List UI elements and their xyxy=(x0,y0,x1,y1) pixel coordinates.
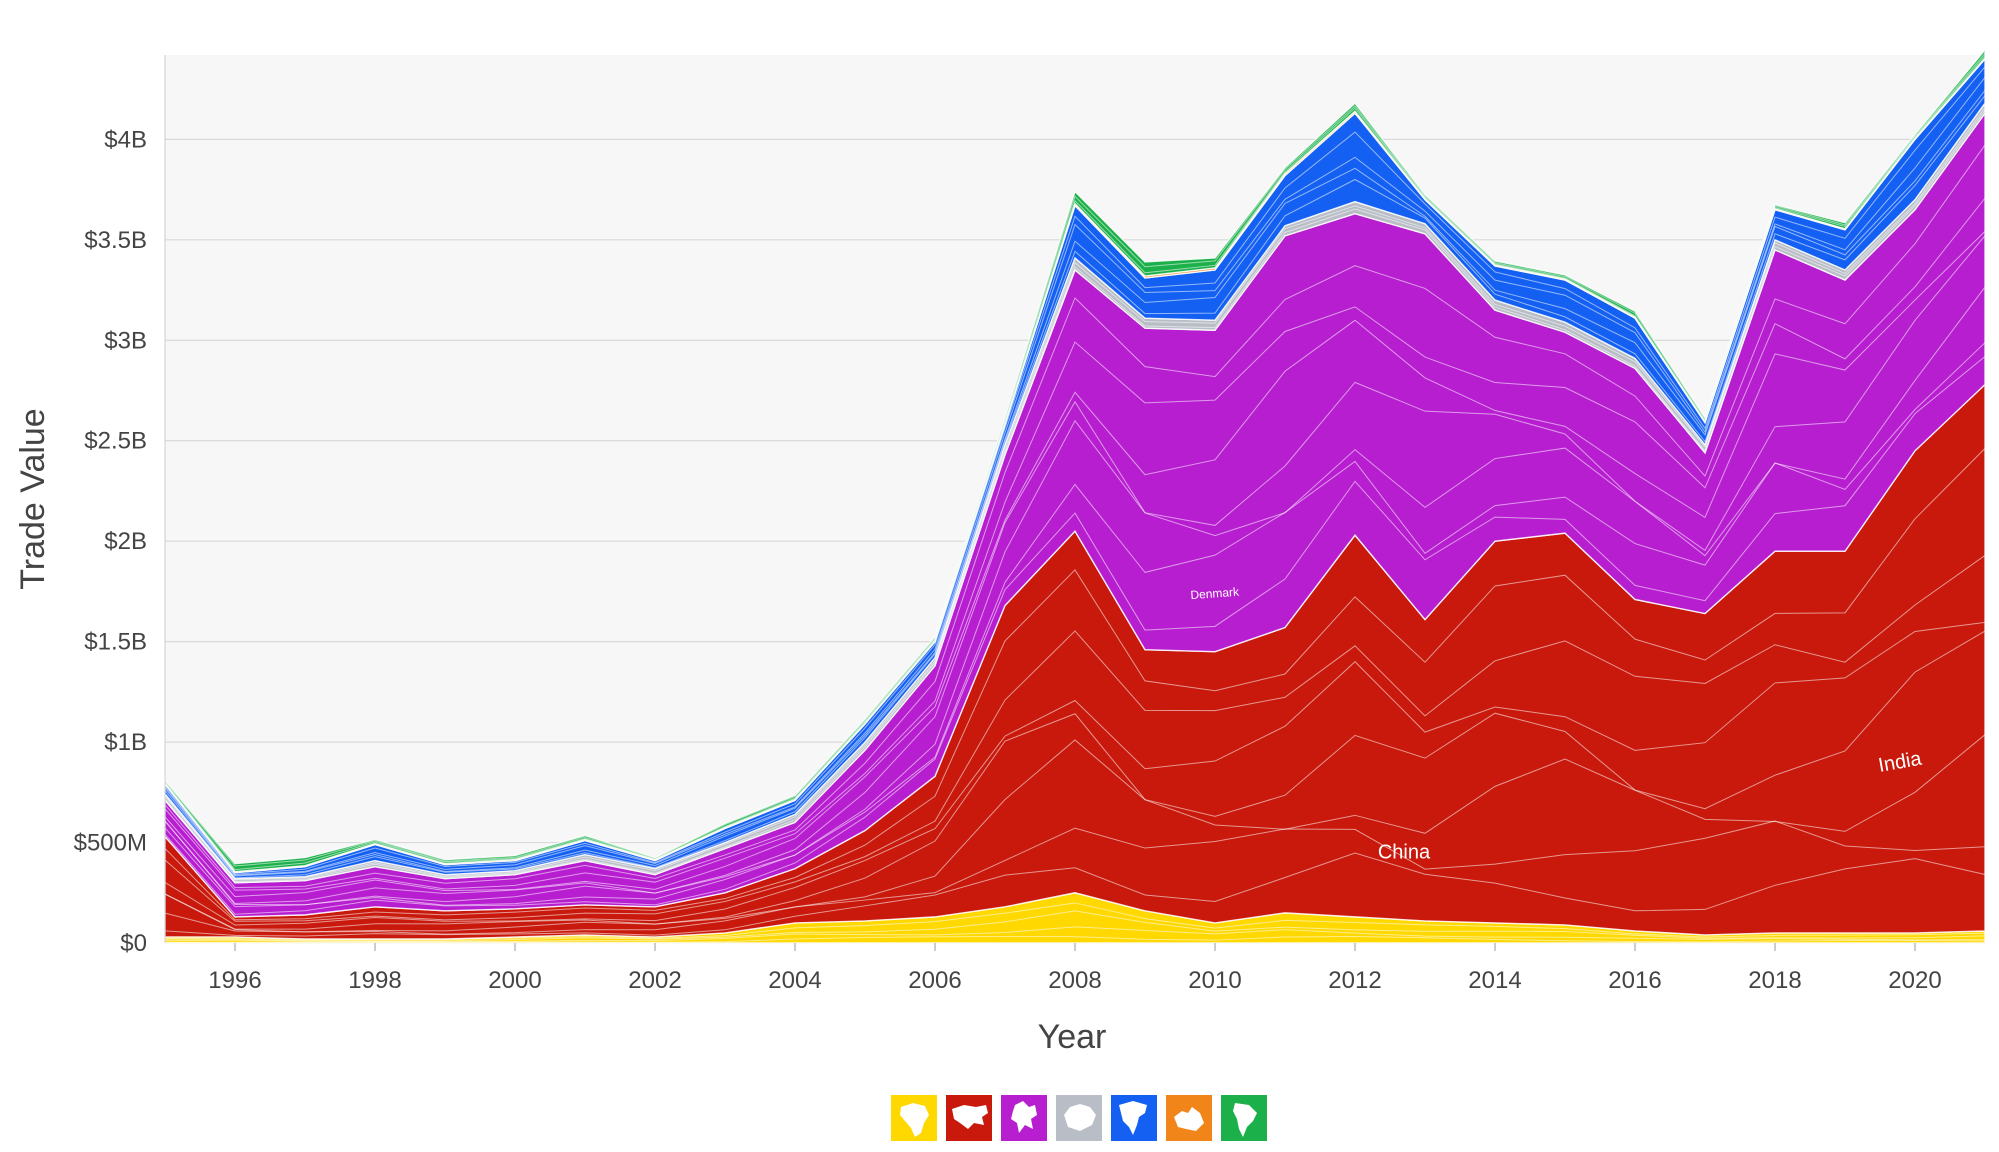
legend-glyph xyxy=(1233,1103,1257,1137)
sub-area-line xyxy=(164,107,1986,881)
sub-area-line xyxy=(164,109,1986,883)
sub-area-line xyxy=(164,902,1986,941)
x-tick-label: 2018 xyxy=(1748,967,1801,994)
sub-area-line xyxy=(164,95,1986,879)
y-axis-title: Trade Value xyxy=(14,408,52,589)
sub-area-line xyxy=(164,926,1986,943)
sub-area-line xyxy=(164,621,1986,926)
x-tick-label: 1998 xyxy=(348,967,401,994)
legend-glyph xyxy=(1064,1104,1096,1131)
y-tick-label: $1.5B xyxy=(84,629,147,656)
x-tick-label: 2020 xyxy=(1888,967,1941,994)
legend-glyph xyxy=(900,1103,929,1137)
sub-area-line xyxy=(164,734,1986,933)
legend-glyph xyxy=(1174,1107,1204,1131)
x-tick-label: 2012 xyxy=(1328,967,1381,994)
area-label: Denmark xyxy=(1190,585,1241,602)
x-tick-label: 2000 xyxy=(488,967,541,994)
y-tick-label: $1B xyxy=(104,729,147,756)
sub-area-line xyxy=(164,231,1986,898)
asia-icon[interactable] xyxy=(946,1095,992,1141)
south-america-icon[interactable] xyxy=(1221,1095,1267,1141)
legend-glyph xyxy=(1119,1101,1147,1135)
y-tick-label: $4B xyxy=(104,126,147,153)
y-tick-label: $500M xyxy=(74,830,147,857)
africa-icon[interactable] xyxy=(891,1095,937,1141)
area-series-south-america[interactable] xyxy=(164,48,1986,873)
oceania-icon[interactable] xyxy=(1166,1095,1212,1141)
sub-area-line xyxy=(164,53,1986,867)
x-tick-label: 2006 xyxy=(908,967,961,994)
y-axis-ticks: $0 $500M $1B $1.5B $2B $2.5B $3B $3.5B $4B xyxy=(74,126,147,957)
y-tick-label: $3.5B xyxy=(84,227,147,254)
sub-area-line xyxy=(164,342,1986,908)
legend xyxy=(891,1095,1267,1141)
y-tick-label: $0 xyxy=(120,930,147,957)
sub-area-line xyxy=(164,90,1986,877)
sub-area-line xyxy=(164,197,1986,891)
sub-area-line xyxy=(164,820,1986,935)
sub-area-line xyxy=(164,144,1986,889)
sub-area-line xyxy=(164,630,1986,930)
europe-icon[interactable] xyxy=(1001,1095,1047,1141)
north-america-icon[interactable] xyxy=(1111,1095,1157,1141)
x-tick-label: 2002 xyxy=(628,967,681,994)
x-tick-label: 1996 xyxy=(208,967,261,994)
sub-area-lines xyxy=(164,53,1986,943)
sub-area-line xyxy=(164,852,1986,937)
x-tick-label: 2014 xyxy=(1468,967,1521,994)
y-tick-label: $3B xyxy=(104,327,147,354)
sub-area-line xyxy=(164,55,1986,871)
area-label: China xyxy=(1378,842,1431,864)
x-tick-label: 2016 xyxy=(1608,967,1661,994)
legend-glyph xyxy=(952,1105,988,1129)
y-tick-label: $2B xyxy=(104,528,147,555)
x-tick-label: 2010 xyxy=(1188,967,1241,994)
sub-area-line xyxy=(164,286,1986,906)
sub-area-line xyxy=(164,235,1986,904)
sub-area-line xyxy=(164,910,1986,942)
sub-area-line xyxy=(164,448,1986,921)
x-tick-label: 2004 xyxy=(768,967,821,994)
y-tick-label: $2.5B xyxy=(84,428,147,455)
sub-area-line xyxy=(164,66,1986,875)
sub-area-line xyxy=(164,76,1986,876)
area-series-group xyxy=(164,48,1986,944)
x-axis-ticks: 1996 1998 2000 2002 2004 2006 2008 2010 2012 2014… xyxy=(208,943,1942,994)
x-tick-label: 2008 xyxy=(1048,967,1101,994)
legend-glyph xyxy=(1011,1101,1037,1133)
antarctica-icon[interactable] xyxy=(1056,1095,1102,1141)
sub-area-line xyxy=(164,356,1986,915)
sub-area-line xyxy=(164,555,1986,922)
x-axis-title: Year xyxy=(1038,1018,1107,1056)
